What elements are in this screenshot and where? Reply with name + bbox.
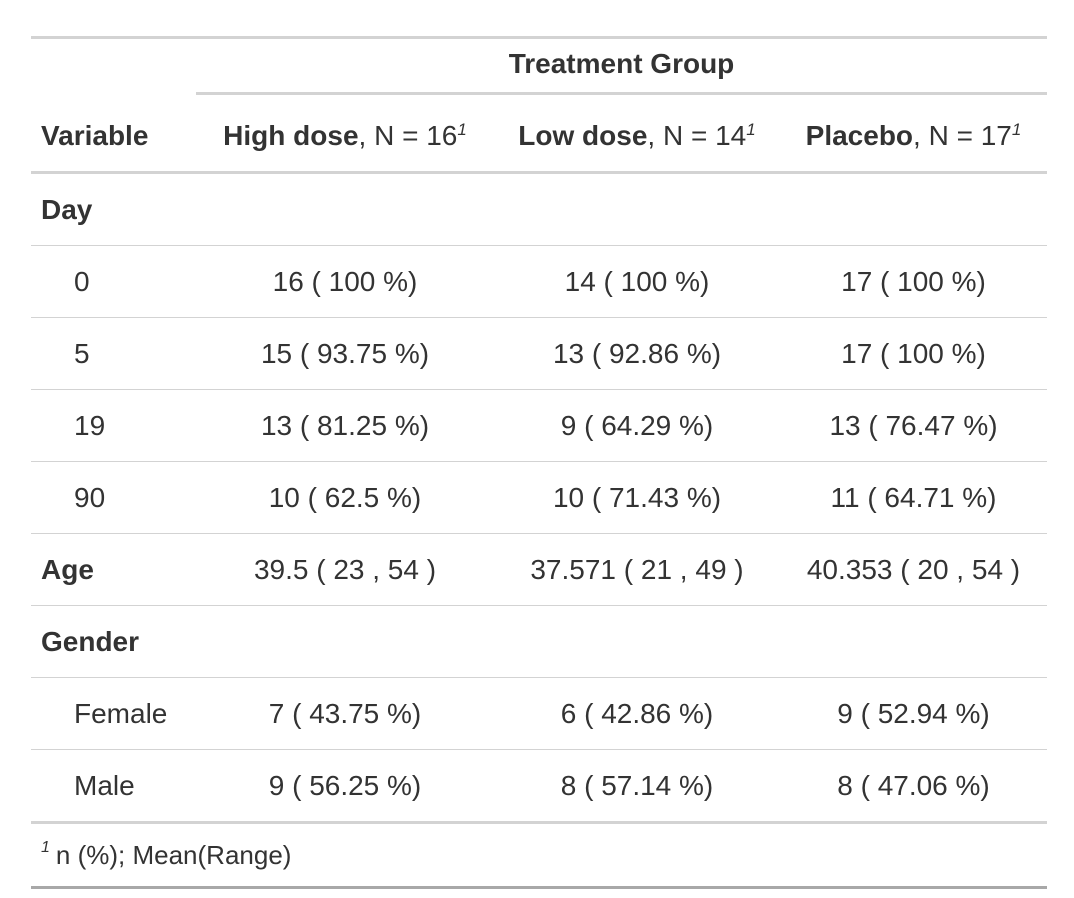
spanner-row: Treatment Group bbox=[31, 38, 1047, 102]
column-header-placebo: Placebo, N = 171 bbox=[780, 101, 1047, 174]
cell-high-dose: 16 ( 100 %) bbox=[196, 245, 494, 318]
table-row-day-0: 0 16 ( 100 %) 14 ( 100 %) 17 ( 100 %) bbox=[31, 245, 1047, 318]
cell-low-dose: 37.571 ( 21 , 49 ) bbox=[494, 533, 780, 606]
footnote-row: 1 n (%); Mean(Range) bbox=[31, 823, 1047, 888]
cell-low-dose bbox=[494, 605, 780, 678]
row-label: 90 bbox=[31, 461, 196, 534]
cell-low-dose: 6 ( 42.86 %) bbox=[494, 677, 780, 750]
cell-placebo: 40.353 ( 20 , 54 ) bbox=[780, 533, 1047, 606]
column-header-n: , N = 14 bbox=[647, 120, 747, 151]
cell-high-dose bbox=[196, 605, 494, 678]
table-row-age: Age 39.5 ( 23 , 54 ) 37.571 ( 21 , 49 ) … bbox=[31, 533, 1047, 606]
footnote-mark: 1 bbox=[41, 838, 50, 856]
spanner-label: Treatment Group bbox=[196, 48, 1047, 95]
row-label: Female bbox=[31, 677, 196, 750]
column-header-row: Variable High dose, N = 161 Low dose, N … bbox=[31, 101, 1047, 174]
spanner-empty-cell bbox=[31, 38, 196, 102]
cell-high-dose: 39.5 ( 23 , 54 ) bbox=[196, 533, 494, 606]
cell-placebo: 11 ( 64.71 %) bbox=[780, 461, 1047, 534]
column-header-high-dose: High dose, N = 161 bbox=[196, 101, 494, 174]
table-row-day-90: 90 10 ( 62.5 %) 10 ( 71.43 %) 11 ( 64.71… bbox=[31, 461, 1047, 534]
cell-placebo: 17 ( 100 %) bbox=[780, 245, 1047, 318]
footnote-mark: 1 bbox=[457, 120, 467, 139]
column-header-name: Placebo bbox=[805, 120, 914, 151]
cell-placebo bbox=[780, 605, 1047, 678]
summary-table: Treatment Group Variable High dose, N = … bbox=[31, 36, 1047, 889]
cell-low-dose: 10 ( 71.43 %) bbox=[494, 461, 780, 534]
column-header-low-dose: Low dose, N = 141 bbox=[494, 101, 780, 174]
cell-placebo: 8 ( 47.06 %) bbox=[780, 749, 1047, 824]
cell-placebo: 17 ( 100 %) bbox=[780, 317, 1047, 390]
column-header-variable: Variable bbox=[31, 101, 196, 174]
row-label: Age bbox=[31, 533, 196, 606]
spanner-header: Treatment Group bbox=[196, 38, 1047, 102]
row-label: Male bbox=[31, 749, 196, 824]
cell-high-dose: 9 ( 56.25 %) bbox=[196, 749, 494, 824]
cell-placebo: 13 ( 76.47 %) bbox=[780, 389, 1047, 462]
table-row-male: Male 9 ( 56.25 %) 8 ( 57.14 %) 8 ( 47.06… bbox=[31, 749, 1047, 824]
column-header-n: , N = 16 bbox=[358, 120, 458, 151]
cell-placebo: 9 ( 52.94 %) bbox=[780, 677, 1047, 750]
cell-low-dose bbox=[494, 172, 780, 246]
row-label: 5 bbox=[31, 317, 196, 390]
footnote-mark: 1 bbox=[746, 120, 756, 139]
table-row-day: Day bbox=[31, 172, 1047, 246]
cell-low-dose: 9 ( 64.29 %) bbox=[494, 389, 780, 462]
row-label: Day bbox=[31, 172, 196, 246]
cell-high-dose: 15 ( 93.75 %) bbox=[196, 317, 494, 390]
row-label: 19 bbox=[31, 389, 196, 462]
column-header-name: Low dose bbox=[518, 120, 648, 151]
table-row-female: Female 7 ( 43.75 %) 6 ( 42.86 %) 9 ( 52.… bbox=[31, 677, 1047, 750]
summary-table-container: Treatment Group Variable High dose, N = … bbox=[31, 36, 1047, 889]
column-header-name: High dose bbox=[223, 120, 359, 151]
cell-high-dose bbox=[196, 172, 494, 246]
table-row-gender: Gender bbox=[31, 605, 1047, 678]
column-header-n: , N = 17 bbox=[913, 120, 1012, 151]
table-row-day-5: 5 15 ( 93.75 %) 13 ( 92.86 %) 17 ( 100 %… bbox=[31, 317, 1047, 390]
footnote-text: n (%); Mean(Range) bbox=[55, 839, 292, 870]
cell-high-dose: 7 ( 43.75 %) bbox=[196, 677, 494, 750]
cell-high-dose: 13 ( 81.25 %) bbox=[196, 389, 494, 462]
cell-high-dose: 10 ( 62.5 %) bbox=[196, 461, 494, 534]
cell-placebo bbox=[780, 172, 1047, 246]
table-row-day-19: 19 13 ( 81.25 %) 9 ( 64.29 %) 13 ( 76.47… bbox=[31, 389, 1047, 462]
cell-low-dose: 14 ( 100 %) bbox=[494, 245, 780, 318]
cell-low-dose: 13 ( 92.86 %) bbox=[494, 317, 780, 390]
row-label: 0 bbox=[31, 245, 196, 318]
footnote: 1 n (%); Mean(Range) bbox=[31, 823, 1047, 888]
row-label: Gender bbox=[31, 605, 196, 678]
cell-low-dose: 8 ( 57.14 %) bbox=[494, 749, 780, 824]
footnote-mark: 1 bbox=[1011, 120, 1022, 139]
